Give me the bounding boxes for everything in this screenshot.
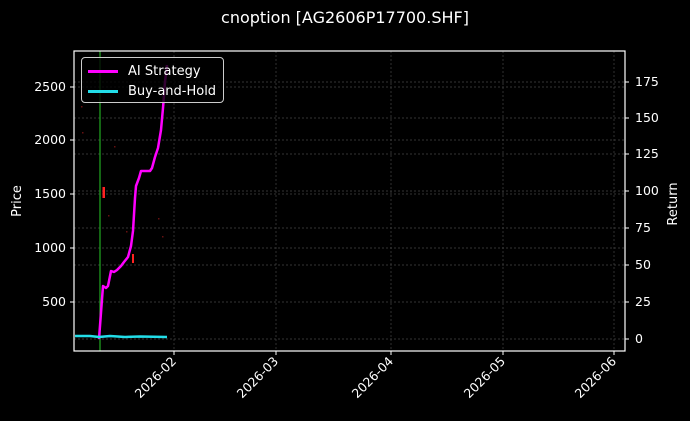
- legend-swatch-icon: [88, 89, 118, 93]
- x-tick-label: 2026-05: [461, 354, 509, 402]
- right-tick-label: 150: [635, 110, 659, 125]
- left-tick-label: 2500: [34, 79, 66, 94]
- left-tick-label: 1500: [34, 186, 66, 201]
- x-tick-label: 2026-04: [349, 353, 397, 401]
- series-buy-and-hold: [75, 334, 168, 339]
- sell-marker: [132, 254, 134, 263]
- left-axis: [70, 86, 74, 303]
- legend-label: Buy-and-Hold: [128, 83, 217, 99]
- chart-title: cnoption [AG2606P17700.SHF]: [221, 8, 469, 27]
- right-tick-label: 125: [635, 146, 659, 161]
- legend-item-buy-and-hold: Buy-and-Hold: [88, 82, 216, 100]
- right-tick-label: 0: [635, 331, 643, 346]
- legend-item-ai-strategy: AI Strategy: [88, 62, 201, 80]
- left-tick-label: 500: [42, 294, 66, 309]
- x-tick-label: 2026-03: [234, 354, 282, 402]
- right-tick-label: 100: [635, 183, 659, 198]
- x-tick-label: 2026-06: [572, 353, 620, 401]
- x-axis: [173, 351, 615, 355]
- grid-lines: [74, 51, 625, 351]
- right-tick-label: 50: [635, 257, 651, 272]
- series-ai-strategy: [97, 64, 169, 340]
- faint-markers: [81, 106, 164, 238]
- right-axis-label: Return: [666, 182, 681, 225]
- plot-frame: [73, 50, 626, 352]
- x-tick-label: 2026-02: [132, 354, 180, 402]
- sell-marker: [102, 187, 105, 198]
- right-tick-label: 175: [635, 74, 659, 89]
- right-axis: [625, 81, 629, 340]
- right-tick-label: 25: [635, 294, 651, 309]
- legend-label: AI Strategy: [128, 63, 201, 79]
- left-tick-label: 2000: [34, 132, 66, 147]
- left-axis-label: Price: [10, 185, 25, 217]
- legend: AI Strategy Buy-and-Hold: [81, 57, 224, 103]
- right-tick-label: 75: [635, 220, 651, 235]
- legend-swatch-icon: [88, 69, 118, 73]
- left-tick-label: 1000: [34, 240, 66, 255]
